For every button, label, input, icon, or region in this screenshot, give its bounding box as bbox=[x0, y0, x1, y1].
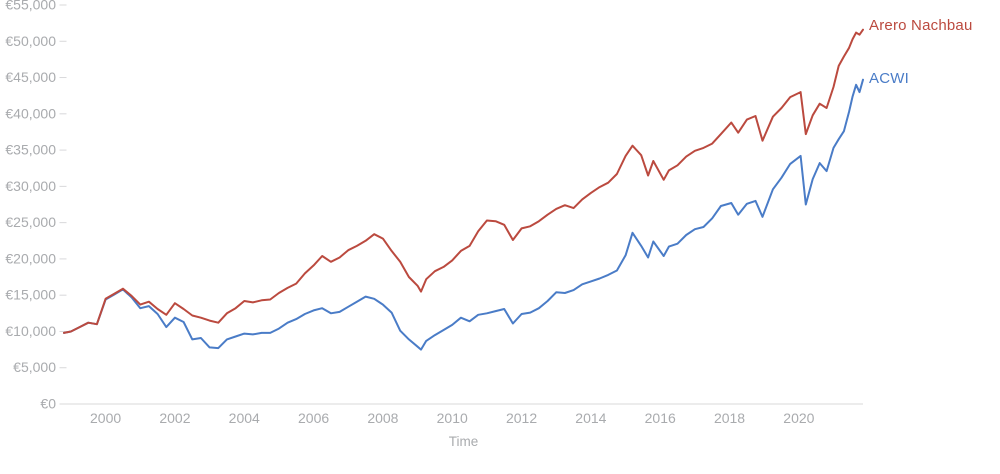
x-tick-label: 2004 bbox=[229, 410, 260, 426]
y-tick-label: €0 bbox=[40, 396, 56, 412]
series-line-arero-nachbau bbox=[63, 28, 864, 334]
y-tick-label: €35,000 bbox=[5, 142, 56, 158]
y-tick-label: €10,000 bbox=[5, 323, 56, 339]
x-tick-label: 2012 bbox=[506, 410, 537, 426]
y-tick-label: €20,000 bbox=[5, 250, 56, 266]
y-tick-label: €15,000 bbox=[5, 287, 56, 303]
y-tick-label: €25,000 bbox=[5, 214, 56, 230]
x-tick-label: 2016 bbox=[645, 410, 676, 426]
x-tick-label: 2014 bbox=[575, 410, 606, 426]
x-tick-label: 2002 bbox=[159, 410, 190, 426]
y-tick-label: €5,000 bbox=[13, 359, 56, 375]
x-tick-label: 2008 bbox=[367, 410, 398, 426]
y-tick-label: €45,000 bbox=[5, 69, 56, 85]
series-label-acwi: ACWI bbox=[869, 70, 909, 87]
series-label-arero-nachbau: Arero Nachbau bbox=[869, 17, 973, 34]
x-tick-label: 2018 bbox=[714, 410, 745, 426]
x-tick-label: 2010 bbox=[437, 410, 468, 426]
x-tick-label: 2006 bbox=[298, 410, 329, 426]
y-tick-label: €55,000 bbox=[5, 0, 56, 13]
x-tick-label: 2000 bbox=[90, 410, 121, 426]
x-axis-title: Time bbox=[448, 434, 479, 449]
y-tick-label: €40,000 bbox=[5, 105, 56, 121]
x-tick-label: 2020 bbox=[783, 410, 814, 426]
y-tick-label: €50,000 bbox=[5, 33, 56, 49]
y-tick-label: €30,000 bbox=[5, 178, 56, 194]
series-line-acwi bbox=[63, 78, 864, 351]
